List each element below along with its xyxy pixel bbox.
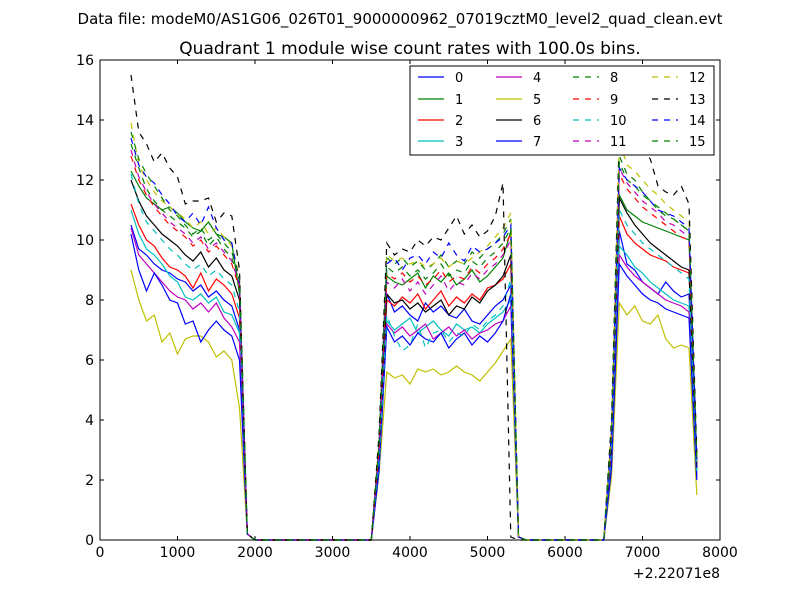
legend-label-14: 14	[689, 114, 706, 129]
series-line-12	[130, 122, 698, 541]
legend-label-7: 7	[533, 135, 541, 150]
series-line-11	[130, 149, 698, 541]
y-tick-label: 4	[85, 413, 94, 429]
series-line-5	[130, 269, 698, 541]
x-offset-label: +2.22071e8	[633, 566, 720, 582]
y-tick-label: 0	[85, 533, 94, 549]
y-tick-label: 16	[76, 53, 94, 69]
legend-label-15: 15	[689, 135, 706, 150]
legend-label-9: 9	[610, 93, 618, 108]
series-line-7	[130, 233, 698, 541]
series-line-2	[130, 203, 698, 541]
series-line-4	[130, 227, 698, 541]
x-tick-label: 2000	[237, 545, 273, 561]
series-line-15	[130, 131, 698, 541]
series-line-1	[130, 170, 698, 541]
legend-label-8: 8	[610, 71, 618, 86]
x-tick-label: 6000	[547, 545, 583, 561]
legend-label-3: 3	[455, 135, 463, 150]
legend-label-0: 0	[455, 71, 463, 86]
series-layer	[130, 74, 698, 541]
x-tick-label: 3000	[315, 545, 351, 561]
x-tick-label: 4000	[392, 545, 428, 561]
series-line-6	[130, 179, 698, 541]
x-tick-label: 7000	[625, 545, 661, 561]
legend-label-11: 11	[610, 135, 627, 150]
x-tick-label: 8000	[702, 545, 738, 561]
legend-frame	[409, 65, 715, 156]
x-tick-label: 5000	[470, 545, 506, 561]
x-tick-label: 0	[96, 545, 105, 561]
series-line-14	[130, 137, 698, 541]
series-line-0	[130, 224, 698, 541]
legend-label-5: 5	[533, 93, 541, 108]
legend-label-6: 6	[533, 114, 541, 129]
legend-label-1: 1	[455, 93, 463, 108]
y-tick-label: 2	[85, 473, 94, 489]
y-tick-label: 10	[76, 233, 94, 249]
x-axis: 0 1000 2000 3000 4000 5000 6000 7000 8000	[96, 60, 738, 561]
chart-title: Quadrant 1 module wise count rates with …	[179, 39, 640, 59]
legend-label-10: 10	[610, 114, 627, 129]
x-tick-label: 1000	[160, 545, 196, 561]
y-tick-label: 14	[76, 113, 94, 129]
legend-label-12: 12	[689, 71, 706, 86]
y-tick-label: 8	[85, 293, 94, 309]
y-tick-label: 12	[76, 173, 94, 189]
y-tick-label: 6	[85, 353, 94, 369]
legend-label-13: 13	[689, 93, 706, 108]
series-line-10	[130, 173, 698, 541]
figure-suptitle: Data file: modeM0/AS1G06_026T01_90000009…	[78, 10, 723, 29]
legend-label-2: 2	[455, 114, 463, 129]
series-line-3	[130, 209, 698, 541]
legend-label-4: 4	[533, 71, 541, 86]
